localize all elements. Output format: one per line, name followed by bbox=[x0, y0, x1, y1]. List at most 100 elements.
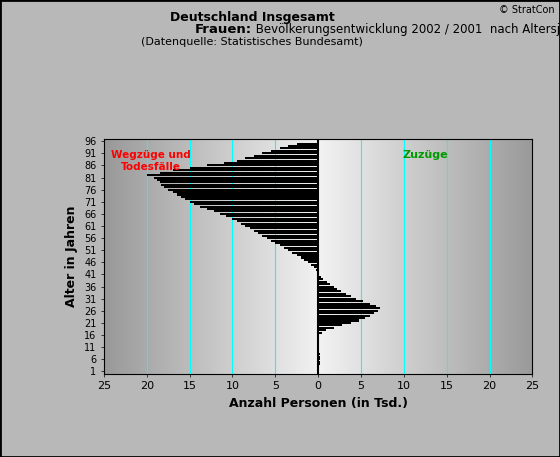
Bar bbox=[318, 329, 326, 331]
Text: Wegzüge und
Todesfälle: Wegzüge und Todesfälle bbox=[111, 149, 191, 172]
Bar bbox=[279, 148, 318, 149]
Bar bbox=[224, 162, 318, 164]
Bar bbox=[318, 283, 330, 285]
Bar bbox=[316, 269, 318, 271]
Bar bbox=[318, 295, 351, 298]
Bar bbox=[153, 176, 318, 179]
Bar bbox=[279, 244, 318, 246]
Bar bbox=[213, 210, 318, 213]
Bar bbox=[237, 220, 318, 222]
Bar bbox=[318, 344, 319, 346]
Bar bbox=[305, 259, 318, 261]
Bar bbox=[241, 223, 318, 224]
Bar bbox=[318, 314, 370, 317]
Bar bbox=[297, 143, 318, 144]
Bar bbox=[318, 293, 346, 295]
Bar bbox=[318, 349, 319, 351]
Text: Zuzüge: Zuzüge bbox=[403, 149, 448, 159]
Bar bbox=[318, 356, 320, 358]
Text: © StratCon: © StratCon bbox=[499, 5, 554, 15]
Bar bbox=[318, 273, 319, 276]
Bar bbox=[172, 191, 318, 193]
Bar bbox=[318, 303, 370, 304]
Bar bbox=[318, 312, 374, 314]
Bar bbox=[164, 186, 318, 188]
Text: Frauen:: Frauen: bbox=[195, 23, 252, 36]
Bar bbox=[318, 322, 351, 324]
Bar bbox=[311, 264, 318, 266]
Bar bbox=[147, 174, 318, 176]
Bar bbox=[318, 278, 323, 280]
Bar bbox=[190, 167, 318, 169]
Bar bbox=[318, 286, 334, 287]
Bar bbox=[276, 242, 318, 244]
Text: (Datenquelle: Statistisches Bundesamt): (Datenquelle: Statistisches Bundesamt) bbox=[141, 37, 363, 47]
Bar bbox=[200, 206, 318, 207]
Bar bbox=[245, 157, 318, 159]
Y-axis label: Alter in Jahren: Alter in Jahren bbox=[66, 206, 78, 307]
Bar bbox=[318, 351, 319, 353]
Bar bbox=[207, 208, 318, 210]
Bar bbox=[157, 179, 318, 181]
Bar bbox=[318, 332, 321, 334]
Bar bbox=[318, 319, 360, 322]
Bar bbox=[318, 334, 319, 336]
Bar bbox=[194, 203, 318, 205]
Bar bbox=[288, 145, 318, 147]
Text: Bevölkerungsentwicklung 2002 / 2001  nach Altersjahren (1-95): Bevölkerungsentwicklung 2002 / 2001 nach… bbox=[252, 23, 560, 36]
Bar bbox=[318, 327, 334, 329]
Bar bbox=[226, 215, 318, 218]
Bar bbox=[318, 288, 337, 290]
Bar bbox=[318, 346, 319, 348]
Bar bbox=[245, 225, 318, 227]
Bar bbox=[271, 150, 318, 152]
Bar bbox=[318, 305, 376, 307]
Bar bbox=[237, 159, 318, 162]
Bar bbox=[172, 169, 318, 171]
Bar bbox=[318, 276, 321, 278]
Bar bbox=[288, 249, 318, 251]
Bar bbox=[308, 261, 318, 263]
Bar bbox=[292, 252, 318, 254]
Bar bbox=[318, 300, 363, 302]
Bar bbox=[177, 193, 318, 196]
Bar bbox=[271, 239, 318, 242]
Bar bbox=[220, 213, 318, 215]
Bar bbox=[267, 237, 318, 239]
Bar bbox=[318, 368, 319, 370]
Bar bbox=[314, 266, 318, 268]
Bar bbox=[318, 317, 365, 319]
Bar bbox=[181, 196, 318, 198]
Bar bbox=[318, 361, 320, 363]
X-axis label: Anzahl Personen (in Tsd.): Anzahl Personen (in Tsd.) bbox=[228, 397, 408, 410]
Bar bbox=[318, 310, 378, 312]
Bar bbox=[254, 155, 318, 157]
Text: Deutschland Insgesamt: Deutschland Insgesamt bbox=[170, 11, 334, 24]
Bar bbox=[318, 324, 342, 326]
Bar bbox=[232, 218, 318, 220]
Bar bbox=[318, 298, 356, 300]
Bar bbox=[207, 165, 318, 166]
Bar bbox=[185, 198, 318, 200]
Bar bbox=[284, 247, 318, 249]
Bar bbox=[318, 308, 380, 309]
Bar bbox=[318, 366, 319, 367]
Bar bbox=[297, 254, 318, 256]
Bar bbox=[250, 228, 318, 229]
Bar bbox=[263, 234, 318, 237]
Bar bbox=[318, 353, 320, 356]
Bar bbox=[160, 181, 318, 183]
Bar bbox=[318, 358, 320, 360]
Bar bbox=[318, 363, 320, 365]
Bar bbox=[318, 370, 319, 372]
Bar bbox=[161, 184, 318, 186]
Bar bbox=[160, 172, 318, 174]
Bar bbox=[318, 290, 341, 292]
Bar bbox=[258, 232, 318, 234]
Bar bbox=[168, 189, 318, 191]
Bar bbox=[254, 230, 318, 232]
Bar bbox=[318, 281, 326, 283]
Bar bbox=[263, 152, 318, 154]
Bar bbox=[190, 201, 318, 203]
Bar bbox=[301, 256, 318, 259]
